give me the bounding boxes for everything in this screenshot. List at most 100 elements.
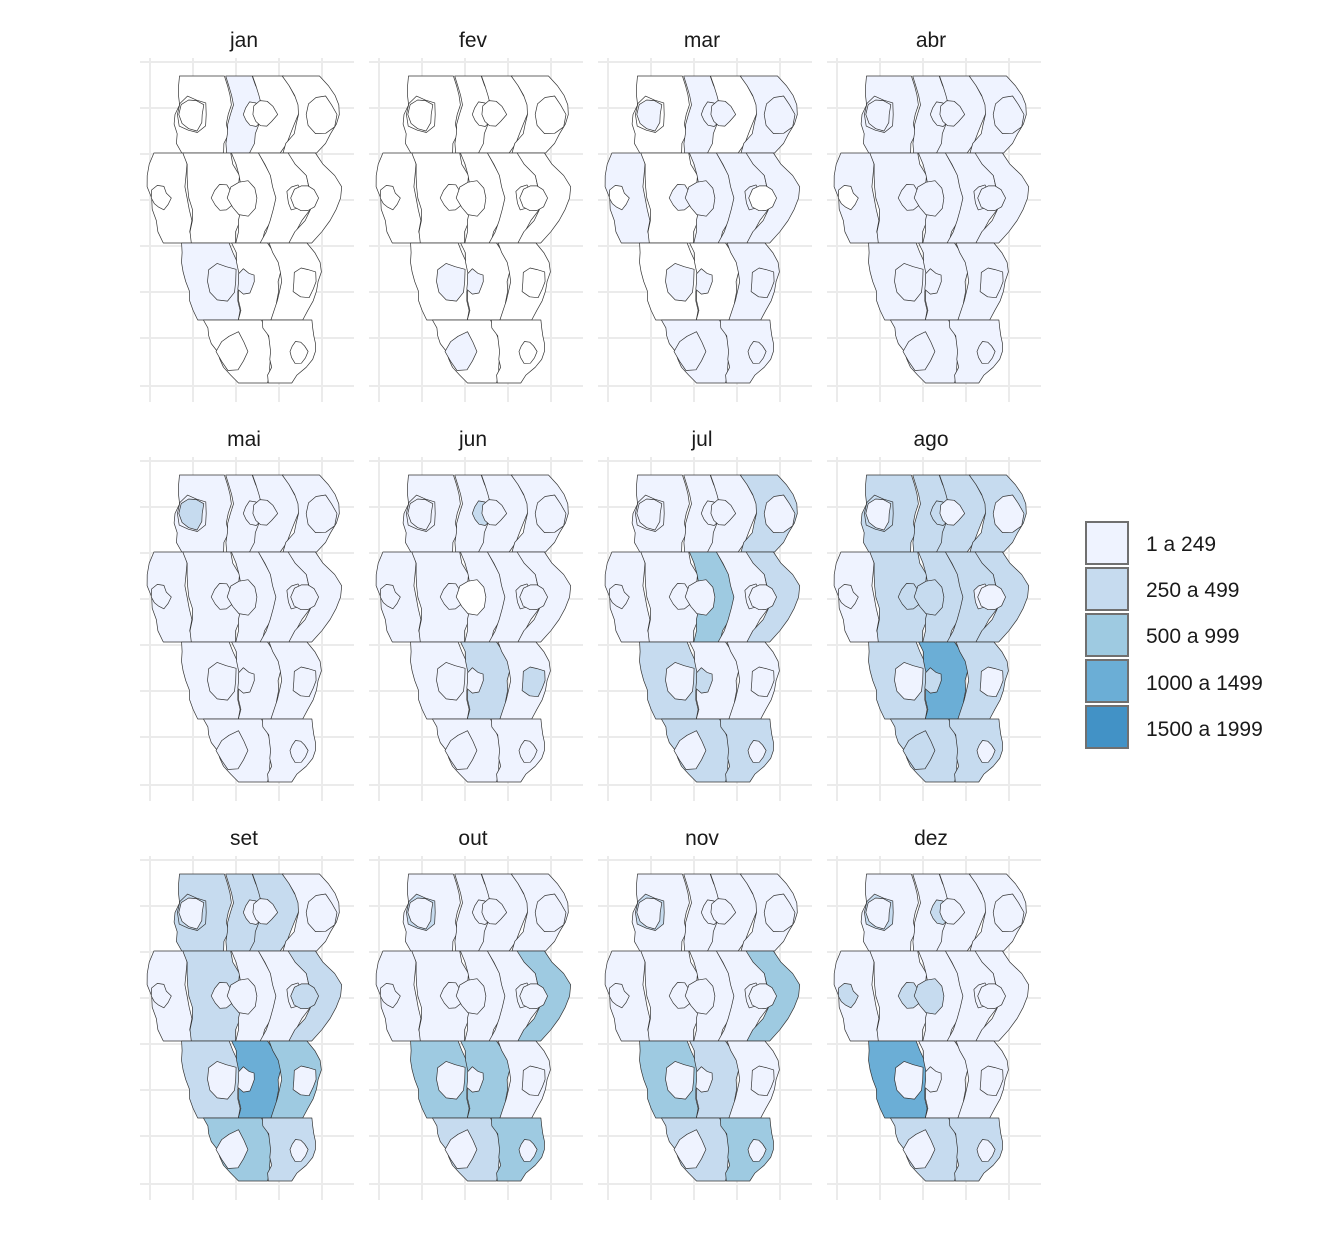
region-R25 <box>466 268 484 295</box>
region-R24 <box>665 1061 695 1100</box>
panel-title: set <box>230 827 258 850</box>
region-R21 <box>913 579 945 616</box>
region-R19 <box>150 185 172 211</box>
region-R19 <box>837 983 859 1009</box>
legend-label-0: 1 a 249 <box>1146 533 1216 556</box>
region-R28 <box>518 341 538 364</box>
region-R24 <box>665 662 695 701</box>
region-R23 <box>519 983 548 1010</box>
region-R17 <box>939 100 966 127</box>
region-R28 <box>289 341 309 364</box>
panel-title: ago <box>913 428 948 451</box>
region-R29 <box>865 99 892 132</box>
panel-title: fev <box>459 29 488 52</box>
region-R21 <box>455 978 487 1015</box>
region-R19 <box>150 983 172 1009</box>
region-R18 <box>534 95 567 134</box>
region-R25 <box>466 1066 484 1093</box>
region-R21 <box>226 579 258 616</box>
region-R14 <box>948 1117 1003 1182</box>
legend-label-1: 250 a 499 <box>1146 579 1239 602</box>
region-R27 <box>673 331 707 371</box>
region-R14 <box>948 718 1003 783</box>
panel-title: out <box>458 827 487 850</box>
legend-key-3 <box>1085 659 1129 703</box>
region-R17 <box>252 898 279 925</box>
region-R18 <box>992 494 1025 533</box>
panel-mai: mai <box>140 428 354 801</box>
region-R14 <box>719 319 774 384</box>
region-R29 <box>407 99 434 132</box>
panel-title: mar <box>684 29 720 52</box>
region-R25 <box>924 1066 942 1093</box>
region-R14 <box>490 718 545 783</box>
panel-title: nov <box>685 827 719 850</box>
region-R26 <box>521 666 546 698</box>
region-R26 <box>979 1065 1004 1097</box>
region-R26 <box>979 267 1004 299</box>
region-R29 <box>865 498 892 531</box>
legend-label-4: 1500 a 1999 <box>1146 718 1263 741</box>
region-R18 <box>763 494 796 533</box>
region-R27 <box>215 1129 249 1169</box>
region-R23 <box>519 185 548 212</box>
region-R18 <box>534 494 567 533</box>
region-R14 <box>719 1117 774 1182</box>
region-R18 <box>305 494 338 533</box>
region-R26 <box>292 666 317 698</box>
region-R28 <box>747 740 767 763</box>
region-R28 <box>976 740 996 763</box>
legend-label-3: 1000 a 1499 <box>1146 672 1263 695</box>
region-R29 <box>636 897 663 930</box>
region-R26 <box>292 267 317 299</box>
region-R17 <box>710 499 737 526</box>
region-R21 <box>913 180 945 217</box>
panel-set: set <box>140 827 354 1200</box>
region-R14 <box>261 718 316 783</box>
panel-jan: jan <box>140 29 354 402</box>
region-R25 <box>237 268 255 295</box>
region-R21 <box>684 978 716 1015</box>
region-R14 <box>490 1117 545 1182</box>
region-R19 <box>379 983 401 1009</box>
region-R28 <box>976 341 996 364</box>
region-R17 <box>252 100 279 127</box>
region-R19 <box>837 584 859 610</box>
region-R26 <box>521 1065 546 1097</box>
region-R18 <box>763 95 796 134</box>
region-R19 <box>608 584 630 610</box>
region-R14 <box>719 718 774 783</box>
region-R23 <box>977 584 1006 611</box>
panel-ago: ago <box>827 428 1041 801</box>
region-R26 <box>292 1065 317 1097</box>
region-R21 <box>226 180 258 217</box>
panel-jul: jul <box>598 428 812 801</box>
region-R23 <box>290 584 319 611</box>
region-R29 <box>178 498 205 531</box>
region-R17 <box>252 499 279 526</box>
region-R18 <box>763 893 796 932</box>
region-R25 <box>924 268 942 295</box>
region-R21 <box>684 579 716 616</box>
region-R26 <box>750 666 775 698</box>
region-R25 <box>695 268 713 295</box>
region-R17 <box>481 100 508 127</box>
panel-title: mai <box>227 428 261 451</box>
region-R17 <box>710 100 737 127</box>
region-R28 <box>518 740 538 763</box>
region-R24 <box>894 1061 924 1100</box>
region-R25 <box>237 667 255 694</box>
panel-title: jan <box>229 29 258 52</box>
region-R23 <box>977 983 1006 1010</box>
region-R24 <box>436 662 466 701</box>
region-R28 <box>289 1139 309 1162</box>
region-R23 <box>519 584 548 611</box>
panels-layer: jan fev mar abr mai jun jul ago set out nov dez <box>140 29 1041 1200</box>
region-R26 <box>521 267 546 299</box>
region-R29 <box>407 498 434 531</box>
region-R25 <box>695 667 713 694</box>
region-R23 <box>748 185 777 212</box>
panel-jun: jun <box>369 428 583 801</box>
region-R24 <box>665 263 695 302</box>
region-R21 <box>913 978 945 1015</box>
